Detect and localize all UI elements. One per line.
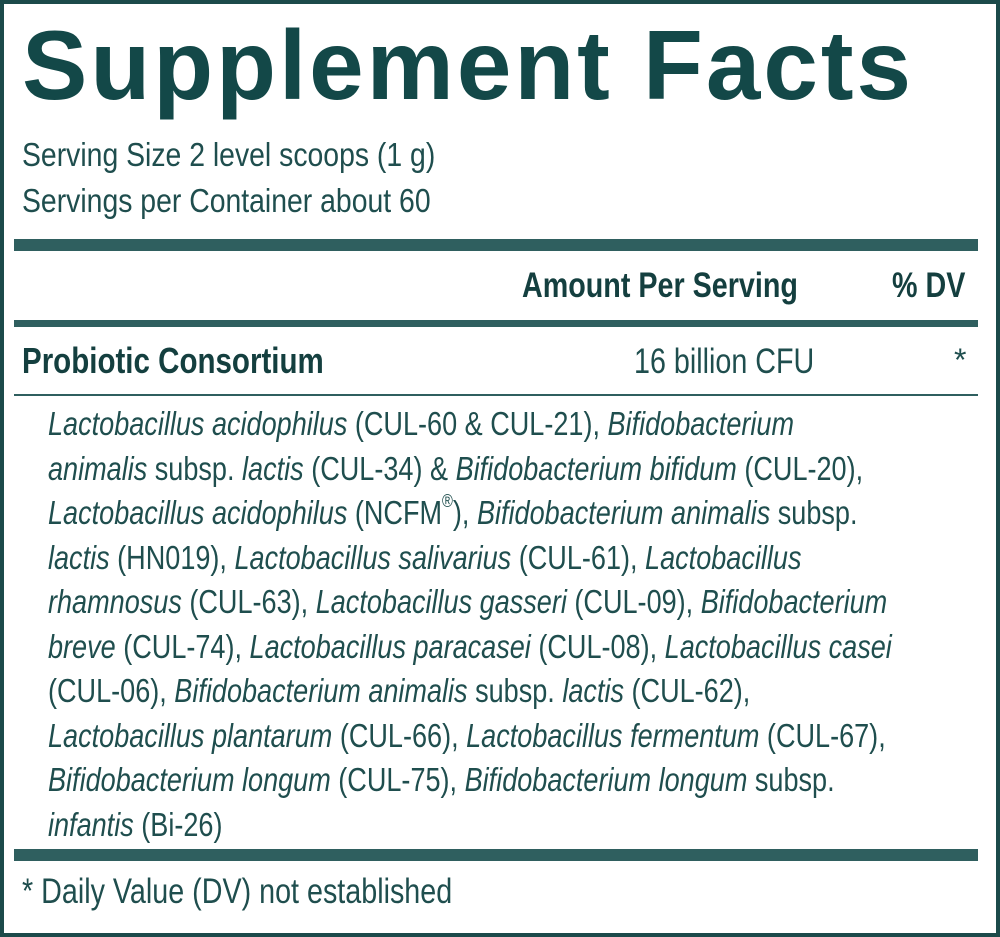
strain-line: infantis (Bi-26) bbox=[48, 803, 950, 848]
strain-text: (CUL-62), bbox=[624, 672, 751, 709]
strain-species-name: Bifidobacterium longum bbox=[48, 761, 331, 798]
strain-text: subsp. bbox=[747, 761, 835, 798]
strain-line: Bifidobacterium longum (CUL-75), Bifidob… bbox=[48, 758, 950, 803]
strain-text: (NCFM bbox=[347, 494, 443, 531]
strain-text: (CUL-34) & bbox=[303, 449, 456, 487]
strain-species-name: rhamnosus bbox=[48, 583, 182, 620]
strain-text: (CUL-66), bbox=[332, 716, 467, 754]
probiotic-strain-list: Lactobacillus acidophilus (CUL-60 & CUL-… bbox=[48, 402, 950, 847]
strain-text: subsp. bbox=[147, 449, 243, 487]
strain-species-name: lactis bbox=[48, 538, 110, 576]
strain-text: ), bbox=[452, 494, 477, 531]
strain-species-name: Bifidobacterium bbox=[700, 583, 888, 620]
strain-species-name: Bifidobacterium bifidum bbox=[455, 449, 737, 487]
registered-mark: ® bbox=[442, 491, 453, 511]
row-divider bbox=[14, 394, 978, 396]
strain-species-name: animalis bbox=[48, 449, 148, 487]
panel-title: Supplement Facts bbox=[22, 10, 915, 120]
strain-text: subsp. bbox=[770, 494, 858, 531]
strain-species-name: Lactobacillus acidophilus bbox=[48, 494, 348, 531]
strain-text: (Bi-26) bbox=[133, 805, 223, 843]
strain-text: (CUL-61), bbox=[511, 538, 646, 576]
strain-species-name: Lactobacillus plantarum bbox=[48, 716, 333, 754]
strain-species-name: Lactobacillus casei bbox=[664, 627, 892, 665]
strain-species-name: Lactobacillus gasseri bbox=[315, 583, 567, 620]
daily-value-footnote: * Daily Value (DV) not established bbox=[22, 872, 453, 911]
strain-line: breve (CUL-74), Lactobacillus paracasei … bbox=[48, 625, 950, 670]
strain-text: (CUL-60 & CUL-21), bbox=[347, 405, 608, 442]
strain-species-name: Bifidobacterium animalis bbox=[174, 672, 468, 709]
strain-text: (CUL-09), bbox=[566, 583, 701, 620]
strain-species-name: lactis bbox=[562, 672, 625, 709]
daily-value-header: % DV bbox=[892, 266, 966, 305]
amount-per-serving-header: Amount Per Serving bbox=[522, 266, 798, 305]
strain-species-name: Lactobacillus acidophilus bbox=[48, 405, 348, 442]
strain-species-name: Bifidobacterium animalis bbox=[476, 494, 771, 531]
nutrient-amount: 16 billion CFU bbox=[634, 342, 815, 381]
strain-text: (CUL-74), bbox=[115, 627, 250, 665]
strain-line: Lactobacillus acidophilus (NCFM®), Bifid… bbox=[48, 491, 950, 536]
strain-text: (CUL-06), bbox=[48, 672, 175, 709]
strain-line: Lactobacillus acidophilus (CUL-60 & CUL-… bbox=[48, 402, 950, 447]
strain-species-name: infantis bbox=[48, 805, 134, 843]
strain-text: (CUL-67), bbox=[759, 716, 886, 754]
thick-divider-top bbox=[14, 239, 978, 251]
strain-line: (CUL-06), Bifidobacterium animalis subsp… bbox=[48, 669, 950, 714]
thick-divider-bottom bbox=[14, 849, 978, 861]
strain-line: Lactobacillus plantarum (CUL-66), Lactob… bbox=[48, 714, 950, 759]
strain-text: subsp. bbox=[467, 672, 563, 709]
strain-line: rhamnosus (CUL-63), Lactobacillus gasser… bbox=[48, 580, 950, 625]
strain-species-name: breve bbox=[48, 627, 116, 665]
strain-species-name: Lactobacillus bbox=[645, 538, 802, 576]
strain-line: lactis (HN019), Lactobacillus salivarius… bbox=[48, 536, 950, 581]
strain-species-name: Bifidobacterium longum bbox=[464, 761, 748, 798]
strain-text: (CUL-63), bbox=[181, 583, 316, 620]
strain-species-name: lactis bbox=[242, 449, 304, 487]
header-divider bbox=[14, 320, 978, 327]
strain-species-name: Lactobacillus salivarius bbox=[234, 538, 512, 576]
strain-text: (CUL-08), bbox=[530, 627, 665, 665]
strain-species-name: Bifidobacterium bbox=[607, 405, 795, 442]
strain-text: (CUL-20), bbox=[736, 449, 864, 487]
servings-per-container: Servings per Container about 60 bbox=[22, 182, 431, 219]
strain-text: (CUL-75), bbox=[330, 761, 465, 798]
strain-text: (HN019), bbox=[109, 538, 235, 576]
strain-species-name: Lactobacillus fermentum bbox=[466, 716, 760, 754]
strain-species-name: Lactobacillus paracasei bbox=[249, 627, 531, 665]
nutrient-dv: * bbox=[954, 342, 967, 378]
serving-size: Serving Size 2 level scoops (1 g) bbox=[22, 136, 436, 173]
strain-line: animalis subsp. lactis (CUL-34) & Bifido… bbox=[48, 447, 950, 492]
nutrient-name: Probiotic Consortium bbox=[22, 340, 324, 381]
